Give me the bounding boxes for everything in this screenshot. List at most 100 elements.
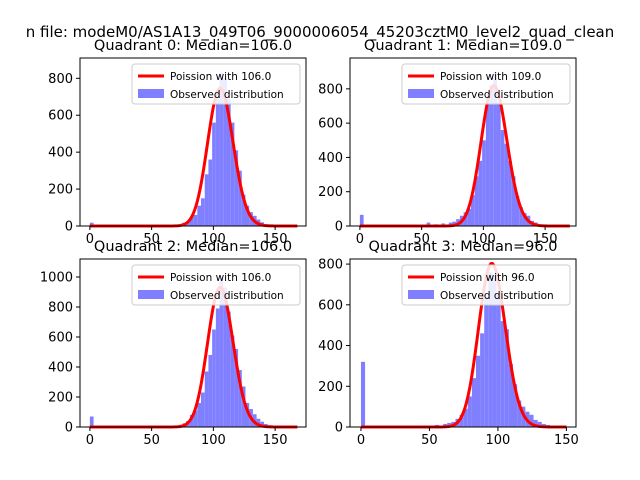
- y-tick-label: 200: [318, 380, 343, 395]
- y-tick-label: 0: [65, 421, 73, 436]
- x-tick-label: 150: [533, 232, 558, 247]
- legend-bar-swatch: [138, 89, 164, 98]
- hist-bar: [197, 205, 202, 226]
- axes-frame: [79, 57, 307, 227]
- hist-bar: [89, 416, 94, 427]
- hist-bar: [193, 214, 198, 226]
- x-tick-label: 50: [143, 433, 160, 448]
- hist-bar: [223, 287, 227, 427]
- subplot-quadrant-3: 0 50 100 150 0 200 400 600 800 Poission with 96.0…: [318, 239, 579, 448]
- subplot-title: Quadrant 1: Median=109.0: [364, 38, 562, 54]
- poisson-line: [359, 84, 571, 228]
- y-tick-label: 800: [318, 82, 343, 97]
- hist-bar: [512, 384, 518, 427]
- legend: Poission with 106.0 Observed distribution: [131, 264, 301, 306]
- hist-bar: [529, 414, 534, 427]
- x-tick-label: 100: [201, 433, 226, 448]
- x-tick-label: 150: [263, 232, 288, 247]
- legend-label-observed: Observed distribution: [440, 89, 554, 101]
- hist-bar: [212, 329, 216, 427]
- subplot-quadrant-1: 0 50 100 150 0 200 400 600 800 Poission with 109.…: [318, 38, 577, 247]
- hist-bar: [467, 396, 472, 427]
- hist-bar: [467, 208, 472, 226]
- hist-bar: [238, 170, 242, 226]
- hist-bar: [504, 329, 509, 427]
- hist-bar: [474, 176, 479, 226]
- y-tick-label: 800: [48, 72, 73, 87]
- hist-bar: [463, 408, 468, 427]
- legend: Poission with 106.0 Observed distribution: [131, 63, 301, 105]
- hist-bar: [241, 194, 246, 226]
- hist-bar: [245, 403, 250, 427]
- hist-bar: [500, 321, 505, 427]
- hist-bar: [360, 361, 366, 427]
- figure-suptitle: n file: modeM0/AS1A13_049T06_9000006054_…: [26, 23, 615, 42]
- y-tick-label: 200: [48, 183, 73, 198]
- hist-bar: [504, 143, 509, 226]
- hist-bar: [496, 102, 501, 226]
- hist-bar: [493, 71, 497, 226]
- y-tick-label: 600: [48, 109, 73, 124]
- y-tick-label: 600: [318, 298, 343, 313]
- hist-bar: [234, 150, 239, 226]
- legend-label-observed: Observed distribution: [170, 89, 284, 101]
- hist-bar: [471, 195, 475, 226]
- legend-box: [131, 63, 301, 105]
- legend-bar-swatch: [408, 290, 434, 299]
- axes-frame: [349, 258, 577, 428]
- axes-frame: [349, 57, 577, 227]
- hist-bar: [204, 174, 209, 226]
- subplot-title: Quadrant 2: Median=106.0: [94, 239, 292, 255]
- x-tick-label: 100: [471, 232, 496, 247]
- subplot-title: Quadrant 0: Median=106.0: [94, 38, 292, 54]
- hist-bar: [519, 207, 523, 226]
- x-tick-label: 100: [201, 232, 226, 247]
- hist-bar: [215, 98, 220, 226]
- hist-bar: [496, 292, 501, 427]
- hist-bar: [471, 378, 477, 427]
- x-tick-label: 50: [413, 232, 430, 247]
- hist-bar: [517, 400, 522, 427]
- hist-bar: [204, 371, 209, 427]
- hist-bar: [260, 421, 265, 427]
- hist-bar: [482, 140, 486, 226]
- hist-bar: [234, 349, 239, 427]
- legend-label-poisson: Poission with 106.0: [170, 71, 271, 83]
- y-tick-label: 200: [48, 391, 73, 406]
- hist-bar: [208, 355, 213, 427]
- legend: Poission with 109.0 Observed distribution: [401, 63, 571, 105]
- hist-bar: [215, 308, 220, 427]
- subplot-quadrant-0: 0 50 100 150 0 200 400 600 800 Poission with 106.…: [48, 38, 307, 247]
- hist-bar: [230, 335, 235, 427]
- legend-box: [401, 63, 571, 105]
- hist-bar: [515, 196, 520, 226]
- hist-bar: [223, 78, 227, 226]
- poisson-line: [89, 285, 298, 429]
- hist-bar: [533, 419, 538, 427]
- legend-box: [401, 264, 571, 306]
- hist-bar: [241, 386, 246, 427]
- y-tick-label: 400: [48, 361, 73, 376]
- hist-bar: [500, 130, 505, 226]
- legend-label-poisson: Poission with 109.0: [440, 71, 541, 83]
- hist-bar: [489, 85, 494, 226]
- legend-box: [131, 264, 301, 306]
- legend-label-poisson: Poission with 106.0: [170, 272, 271, 284]
- hist-bar: [426, 222, 431, 226]
- hist-bar: [219, 277, 224, 427]
- hist-bar: [485, 102, 490, 226]
- hist-bar: [193, 410, 198, 427]
- y-tick-label: 800: [48, 301, 73, 316]
- y-tick-label: 0: [65, 220, 73, 235]
- x-tick-label: 100: [486, 433, 511, 448]
- hist-bar: [522, 213, 527, 226]
- hist-bar: [89, 222, 94, 226]
- hist-bar: [208, 159, 213, 226]
- hist-bar: [463, 212, 468, 226]
- hist-bar: [245, 205, 250, 226]
- legend-bar-swatch: [408, 89, 434, 98]
- hist-bar: [226, 98, 231, 226]
- y-tick-label: 1000: [40, 271, 73, 286]
- x-tick-label: 0: [357, 433, 365, 448]
